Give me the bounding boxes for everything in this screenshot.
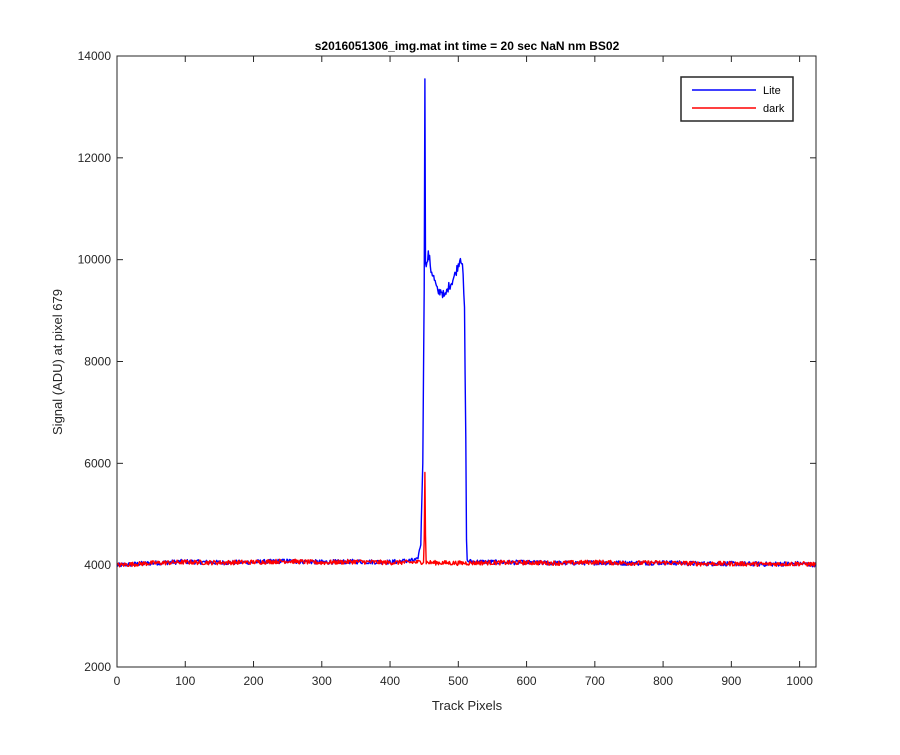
axis-ticks: 0 100 200 300 400 500 600 700 800 900 1000 2000 4000… <box>78 49 816 688</box>
y-axis-label: Signal (ADU) at pixel 679 <box>50 289 65 435</box>
x-tick-label: 0 <box>114 674 121 688</box>
series-line-dark <box>116 471 817 568</box>
y-tick-label: 10000 <box>78 253 112 267</box>
x-tick-label: 200 <box>244 674 264 688</box>
y-tick-label: 2000 <box>84 660 111 674</box>
legend-label-lite: Lite <box>763 85 781 97</box>
legend-box <box>680 76 794 122</box>
y-tick-label: 12000 <box>78 151 112 165</box>
x-tick-label: 800 <box>653 674 673 688</box>
x-axis-label: Track Pixels <box>432 698 503 713</box>
y-tick-label: 4000 <box>84 558 111 572</box>
x-tick-label: 400 <box>380 674 400 688</box>
legend: Lite dark <box>680 76 794 122</box>
plot-frame <box>116 55 817 668</box>
y-tick-label: 14000 <box>78 49 112 63</box>
x-tick-label: 900 <box>721 674 741 688</box>
plot-area <box>117 56 816 667</box>
x-tick-label: 1000 <box>786 674 813 688</box>
y-tick-label: 8000 <box>84 355 111 369</box>
y-tick-label: 6000 <box>84 456 111 470</box>
legend-label-dark: dark <box>763 103 785 115</box>
x-tick-label: 500 <box>448 674 468 688</box>
series-lines <box>116 78 817 568</box>
x-tick-label: 300 <box>312 674 332 688</box>
chart-title: s2016051306_img.mat int time = 20 sec Na… <box>315 39 620 53</box>
x-tick-label: 600 <box>517 674 537 688</box>
x-tick-label: 100 <box>175 674 195 688</box>
x-tick-label: 700 <box>585 674 605 688</box>
